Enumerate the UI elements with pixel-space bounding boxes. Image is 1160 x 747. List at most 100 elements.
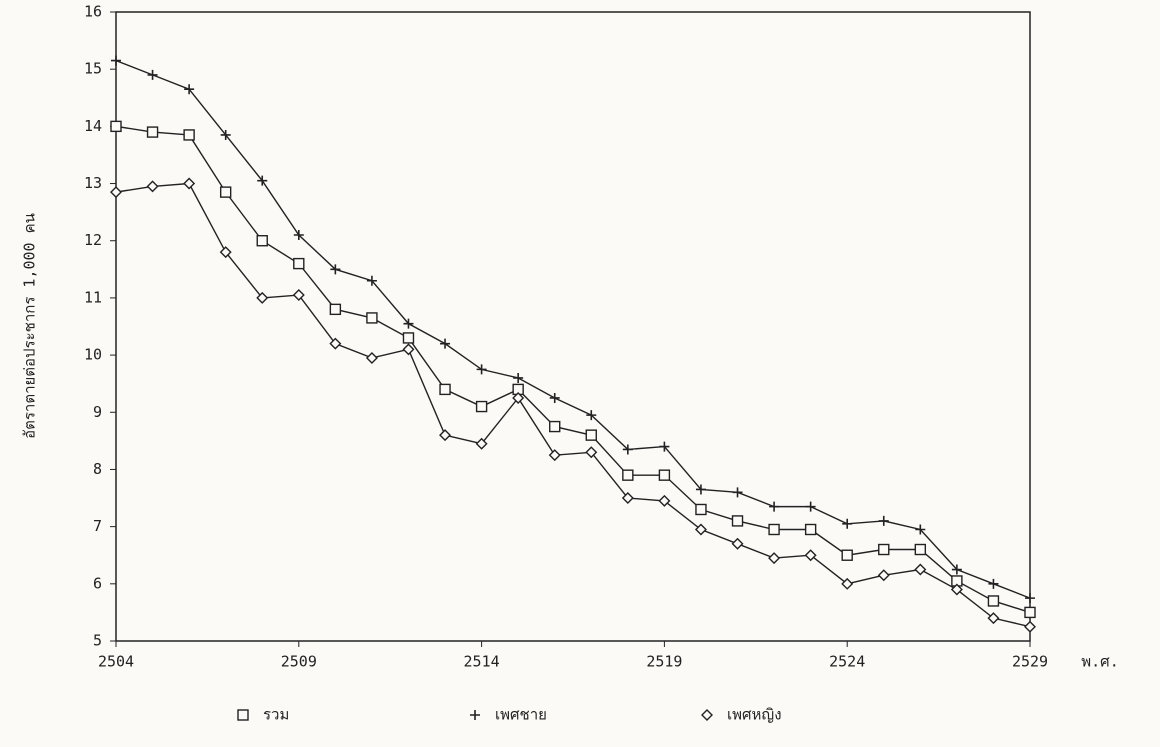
y-tick-label: 16 — [84, 3, 102, 21]
x-tick-label: 2504 — [98, 653, 134, 671]
data-point — [293, 230, 304, 241]
y-tick-label: 12 — [84, 231, 102, 249]
data-point — [548, 449, 561, 462]
y-tick-label: 10 — [84, 346, 102, 364]
data-point — [402, 332, 415, 344]
data-point — [621, 492, 634, 505]
data-point — [987, 595, 1000, 607]
plot-frame — [115, 11, 1031, 642]
data-point — [804, 549, 817, 562]
data-point — [256, 291, 269, 304]
data-point — [732, 487, 743, 498]
data-point — [987, 612, 1000, 625]
legend-label: เพศชาย — [495, 706, 547, 724]
data-point — [111, 55, 121, 66]
x-tick-label: 2509 — [281, 653, 317, 671]
data-point — [769, 501, 780, 512]
y-tick-label: 13 — [84, 174, 102, 192]
data-point — [549, 420, 561, 433]
data-point — [220, 129, 231, 140]
data-point — [257, 175, 268, 186]
legend-label: เพศหญิง — [727, 706, 782, 724]
data-point — [439, 383, 451, 396]
data-point — [147, 69, 158, 80]
data-point — [146, 180, 159, 193]
data-point — [219, 186, 232, 198]
data-point — [622, 444, 633, 455]
data-point — [184, 84, 195, 95]
legend-marker — [470, 710, 480, 720]
data-point — [475, 437, 488, 450]
legend-label: รวม — [263, 706, 289, 724]
legend-marker — [701, 709, 713, 721]
data-point — [841, 577, 854, 590]
data-point — [731, 515, 744, 527]
x-tick-label: 2514 — [464, 653, 500, 671]
data-point — [878, 543, 890, 556]
data-point — [110, 120, 122, 133]
y-axis-label: อัตราตายต่อประชากร 1,000 คน — [21, 213, 39, 439]
y-tick-label: 14 — [84, 117, 102, 135]
data-point — [402, 343, 415, 356]
data-point — [292, 289, 305, 302]
data-point — [1024, 620, 1036, 633]
data-point — [366, 275, 377, 286]
y-tick-label: 7 — [93, 517, 102, 535]
data-point — [658, 494, 671, 507]
data-point — [585, 429, 597, 441]
data-point — [293, 257, 305, 270]
data-point — [622, 469, 634, 481]
data-point — [877, 569, 890, 582]
data-point — [841, 549, 853, 561]
data-point — [951, 564, 962, 575]
y-tick-label: 6 — [93, 574, 102, 592]
data-point — [439, 429, 452, 442]
y-tick-label: 15 — [84, 60, 102, 78]
data-point — [878, 515, 889, 526]
data-point — [695, 503, 707, 516]
x-tick-label: 2529 — [1012, 653, 1048, 671]
series-line — [115, 59, 1031, 599]
data-point — [658, 469, 671, 481]
data-point — [915, 524, 926, 535]
data-point — [659, 441, 670, 452]
data-point — [1025, 593, 1035, 604]
data-point — [768, 523, 780, 536]
data-point — [476, 364, 487, 375]
data-point — [804, 523, 817, 536]
data-point — [768, 552, 781, 565]
data-point — [585, 446, 598, 459]
data-point — [842, 518, 853, 529]
data-point — [988, 578, 999, 589]
series-line — [115, 182, 1031, 628]
data-point — [586, 410, 597, 421]
data-point — [695, 484, 706, 495]
data-point — [1024, 606, 1036, 619]
data-point — [731, 537, 744, 550]
data-point — [513, 372, 524, 383]
series-line — [115, 125, 1031, 614]
data-point — [950, 583, 963, 596]
data-point — [475, 400, 488, 413]
data-point — [512, 391, 525, 404]
data-point — [219, 246, 232, 259]
data-point — [183, 177, 196, 190]
data-point — [330, 264, 341, 275]
data-point — [366, 312, 378, 324]
data-point — [403, 318, 414, 329]
x-axis-label: พ.ศ. — [1081, 653, 1118, 671]
y-tick-label: 9 — [93, 403, 102, 421]
x-tick-label: 2524 — [829, 653, 865, 671]
data-point — [549, 392, 560, 403]
data-point — [805, 501, 816, 512]
data-point — [256, 235, 268, 247]
data-point — [914, 543, 927, 556]
data-point — [440, 338, 451, 349]
data-point — [914, 563, 927, 576]
data-point — [329, 337, 342, 350]
y-tick-label: 11 — [84, 288, 102, 306]
y-tick-label: 5 — [93, 632, 102, 650]
y-tick-label: 8 — [93, 460, 102, 478]
data-point — [365, 351, 378, 364]
